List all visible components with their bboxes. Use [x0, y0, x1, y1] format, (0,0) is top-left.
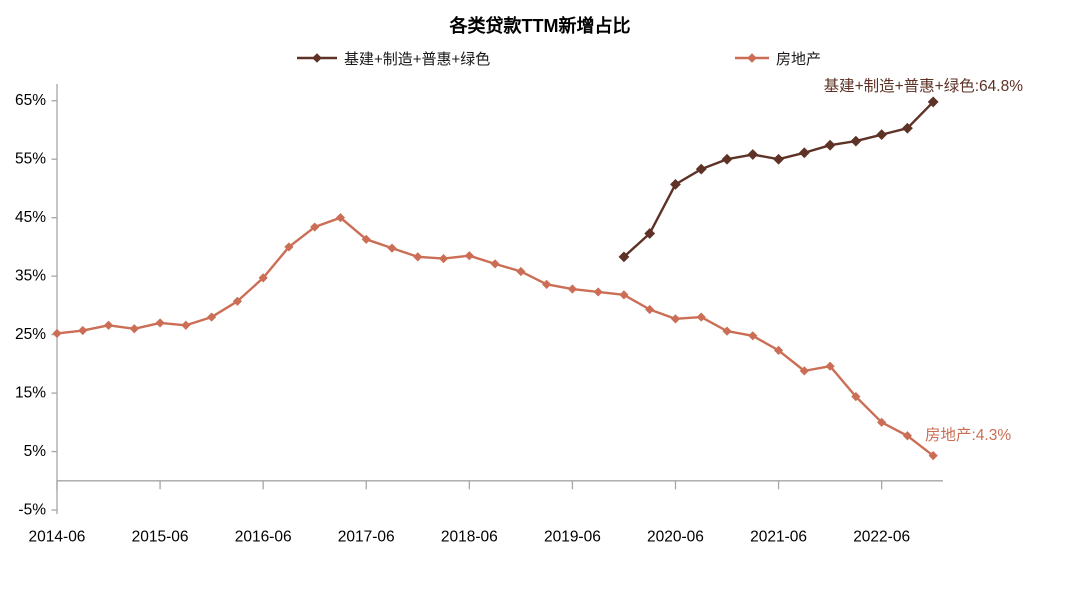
series-realestate-marker — [516, 266, 526, 277]
series-realestate-marker — [155, 318, 165, 328]
series-realestate-marker — [284, 242, 294, 252]
series-realestate-marker — [207, 312, 217, 322]
series-realestate-marker — [464, 251, 474, 261]
series-realestate-marker — [52, 328, 62, 339]
series-realestate-marker — [129, 324, 139, 334]
x-tick-label: 2021-06 — [750, 529, 807, 546]
y-tick-label: 45% — [15, 209, 46, 226]
series-realestate-marker — [877, 417, 887, 427]
series-realestate-line — [56, 216, 934, 457]
series-realestate-marker — [103, 320, 114, 330]
series-realestate-marker — [310, 222, 320, 232]
y-tick-label: 5% — [24, 443, 47, 460]
y-tick-label: 35% — [15, 268, 46, 285]
x-tick-label: 2022-06 — [853, 529, 910, 546]
series-infra-marker — [927, 96, 939, 108]
series-realestate-marker — [567, 284, 577, 294]
series-realestate-marker — [542, 279, 552, 289]
series-realestate-marker — [902, 431, 913, 441]
series-infra-line — [623, 101, 935, 258]
chart-title: 各类贷款TTM新增占比 — [449, 16, 631, 36]
series-infra-marker — [618, 251, 630, 263]
legend-diamond — [312, 53, 322, 63]
legend-item-realestate: 房地产 — [735, 49, 822, 68]
series-realestate-marker — [181, 320, 191, 330]
series-realestate-marker — [696, 312, 706, 322]
series-infra-marker — [902, 122, 913, 134]
series-realestate-marker — [825, 361, 835, 371]
legend-marker-infra-icon — [297, 53, 337, 63]
annotation-realestate-value: 房地产:4.3% — [925, 426, 1011, 444]
series-realestate-marker — [928, 451, 938, 461]
x-tick-label: 2018-06 — [441, 529, 498, 546]
x-tick-label: 2019-06 — [544, 529, 601, 546]
series-realestate-marker — [78, 325, 88, 336]
series-infra-marker — [721, 153, 733, 165]
series-realestate-marker — [335, 213, 346, 223]
y-tick-label: 65% — [15, 92, 46, 109]
series-realestate-marker — [490, 259, 500, 269]
series-realestate-marker — [387, 243, 397, 253]
series-infra-marker — [747, 149, 759, 160]
y-tick-label: -5% — [18, 502, 46, 519]
series-realestate-marker — [361, 234, 371, 244]
series-realestate-marker — [438, 254, 449, 264]
legend-label-realestate: 房地产 — [776, 50, 822, 68]
series-infra-marker — [644, 228, 656, 239]
series-realestate-marker — [619, 290, 629, 300]
series-infra-marker — [850, 135, 862, 147]
x-tick-label: 2015-06 — [132, 529, 189, 546]
series-infra-marker — [695, 163, 707, 175]
series-realestate-marker — [748, 331, 758, 341]
y-tick-label: 15% — [15, 385, 46, 402]
series-realestate-marker — [722, 326, 732, 336]
series-realestate-marker — [232, 296, 242, 306]
legend-marker-realestate-icon — [735, 53, 769, 63]
annotation-infra-value: 基建+制造+普惠+绿色:64.8% — [824, 77, 1024, 95]
series-realestate-marker — [851, 392, 861, 402]
series-infra-marker — [670, 178, 681, 190]
series-realestate-marker — [413, 252, 423, 262]
y-tick-label: 25% — [15, 326, 46, 343]
x-tick-label: 2017-06 — [338, 529, 395, 546]
series-infra-marker — [798, 147, 810, 159]
x-tick-label: 2014-06 — [29, 529, 86, 546]
y-tick-label: 55% — [15, 151, 46, 168]
legend-label-infra: 基建+制造+普惠+绿色 — [344, 50, 491, 68]
series-realestate-marker — [670, 314, 681, 324]
x-tick-label: 2016-06 — [235, 529, 292, 546]
x-tick-label: 2020-06 — [647, 529, 704, 546]
legend-item-infra: 基建+制造+普惠+绿色 — [297, 49, 491, 68]
series-realestate-marker — [258, 273, 268, 283]
series-infra-marker — [876, 129, 888, 141]
series-realestate-marker — [799, 366, 809, 376]
series-realestate-marker — [645, 304, 655, 315]
series-infra-marker — [824, 139, 836, 151]
series-infra-marker — [773, 153, 784, 165]
series-realestate-marker — [773, 345, 784, 356]
series-realestate-marker — [593, 287, 603, 297]
